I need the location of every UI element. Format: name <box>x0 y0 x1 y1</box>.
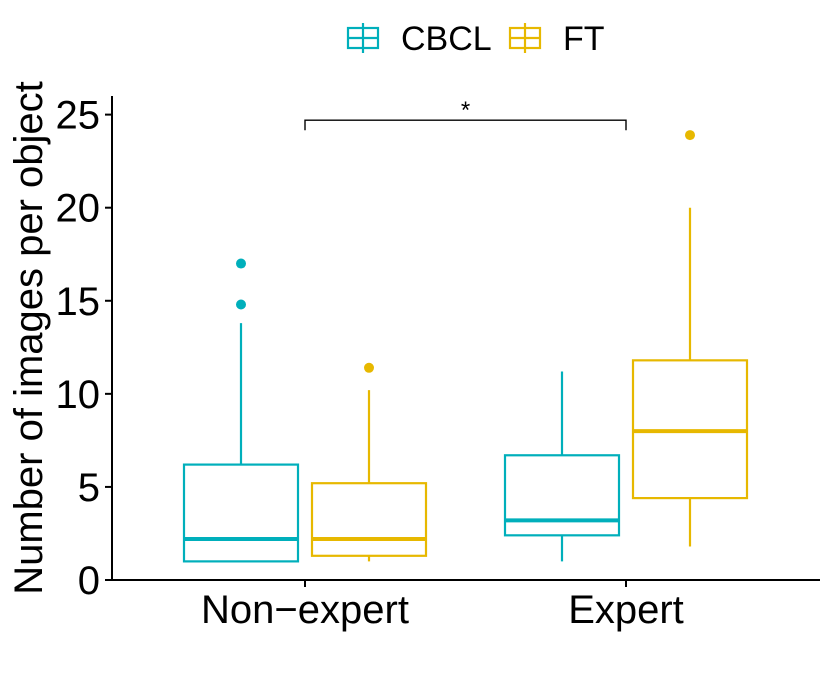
box-cbcl-expert <box>503 371 621 562</box>
box-cbcl-non-expert <box>182 258 300 563</box>
y-axis: 0 5 10 15 20 25 <box>56 94 113 603</box>
y-tick-label-0: 0 <box>78 559 100 603</box>
outlier-ft-expert-1 <box>685 130 695 141</box>
plot-area <box>182 130 749 563</box>
box-ft-non-expert <box>310 362 428 562</box>
x-axis: Non−expert Expert <box>112 579 820 632</box>
x-tick-label-expert: Expert <box>568 588 684 632</box>
y-tick-label-15: 15 <box>56 280 101 324</box>
y-tick-label-10: 10 <box>56 373 101 417</box>
significance-bracket-1: * <box>304 97 627 131</box>
outlier-ft-non-expert-1 <box>364 362 374 373</box>
iqr-box-ft-non-expert <box>310 482 428 557</box>
y-tick-label-5: 5 <box>78 466 100 510</box>
box-ft-expert <box>631 130 749 547</box>
iqr-box-cbcl-non-expert <box>182 463 300 563</box>
y-tick-label-25: 25 <box>56 94 101 138</box>
x-tick-label-non-expert: Non−expert <box>201 588 409 632</box>
legend-label-cbcl: CBCL <box>401 20 492 58</box>
iqr-box-cbcl-expert <box>503 454 621 537</box>
significance-label-1: * <box>461 97 470 124</box>
legend-label-ft: FT <box>563 20 605 58</box>
outlier-cbcl-non-expert-2 <box>236 258 246 269</box>
legend-item-cbcl: CBCL <box>346 20 492 58</box>
annotations: * <box>304 97 627 131</box>
legend: CBCL FT <box>346 20 605 58</box>
y-axis-title: Number of images per object <box>7 81 51 595</box>
y-tick-label-20: 20 <box>56 187 101 231</box>
significance-bracket-line-1 <box>304 119 627 131</box>
outlier-cbcl-non-expert-1 <box>236 299 246 310</box>
legend-item-ft: FT <box>508 20 605 58</box>
